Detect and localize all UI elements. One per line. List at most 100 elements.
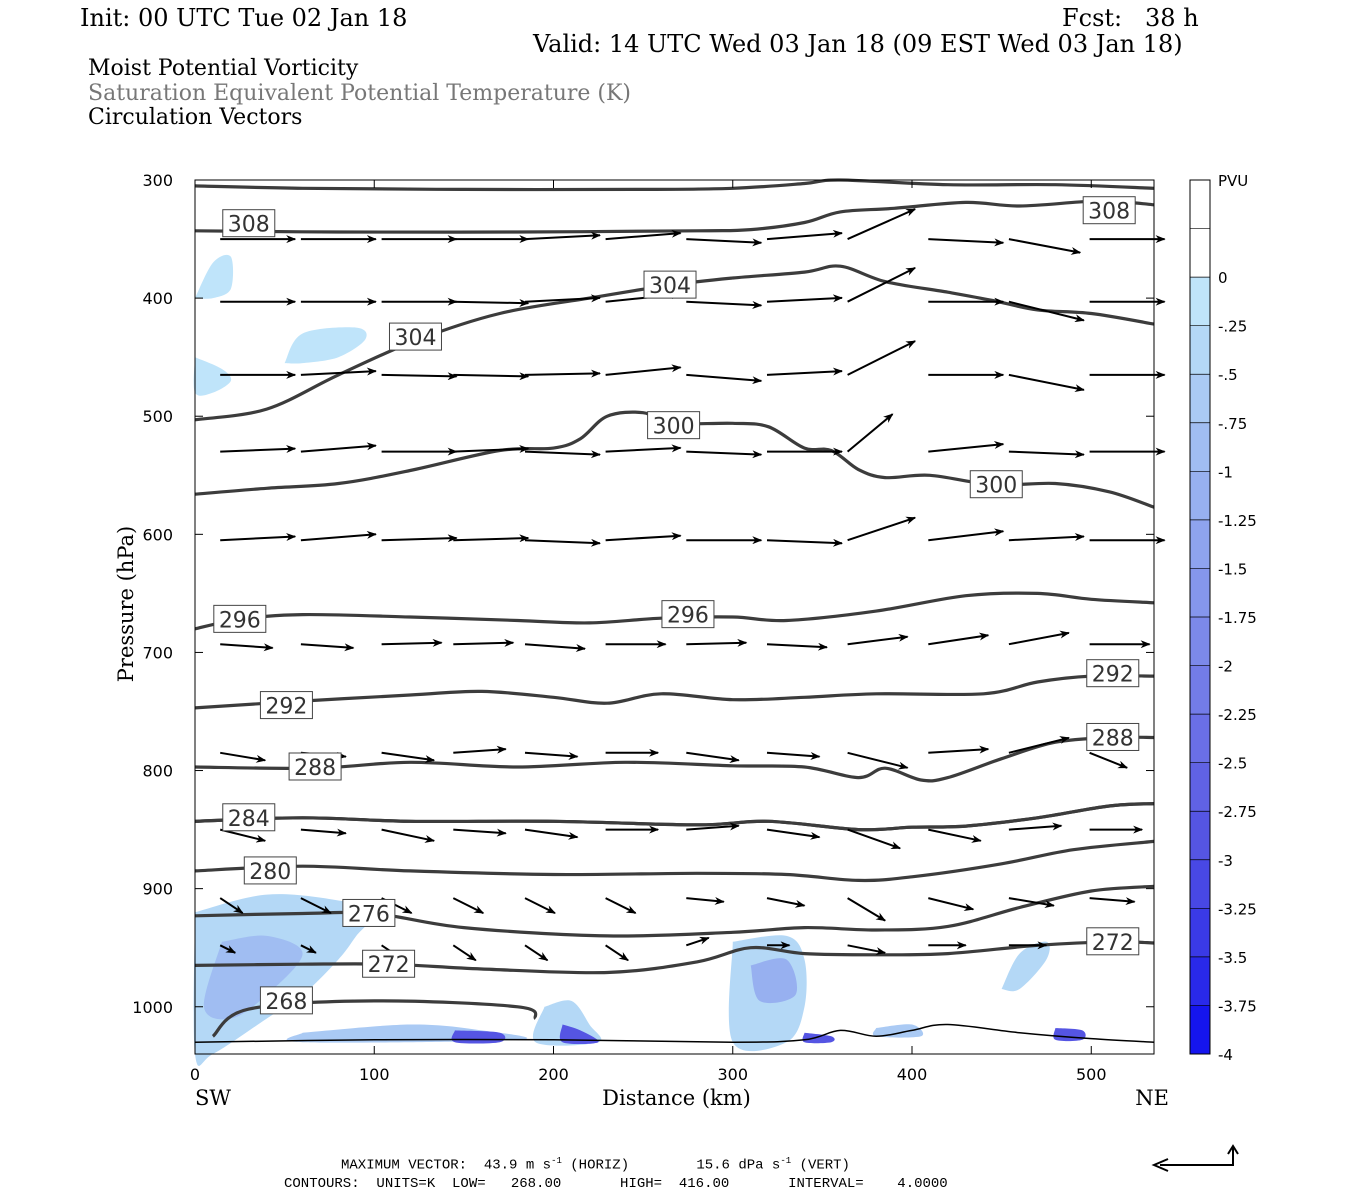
y-tick-label: 900 bbox=[142, 880, 173, 899]
contour-label: 308 bbox=[1088, 200, 1130, 225]
vector-arrow bbox=[1008, 736, 1070, 754]
vector-arrow bbox=[524, 828, 579, 840]
pv-shading bbox=[193, 254, 1086, 1066]
pv-patch bbox=[284, 327, 367, 364]
vector-arrow bbox=[847, 897, 886, 922]
colorbar-title: PVU bbox=[1218, 172, 1248, 190]
vector-arrow bbox=[1008, 822, 1063, 831]
vector-arrow bbox=[766, 229, 843, 241]
vector-arrow bbox=[524, 450, 601, 459]
colorbar-swatch bbox=[1190, 908, 1210, 958]
valid-time: Valid: 14 UTC Wed 03 Jan 18 (09 EST Wed … bbox=[533, 30, 1183, 58]
y-tick-label: 600 bbox=[142, 525, 173, 544]
vector-arrow bbox=[300, 643, 355, 652]
colorbar-label: -2.75 bbox=[1218, 803, 1257, 821]
vector-arrow bbox=[1008, 450, 1085, 459]
vector-arrow bbox=[1089, 751, 1129, 769]
colorbar-label: -3 bbox=[1218, 852, 1233, 870]
contour-label: 304 bbox=[649, 274, 691, 299]
contour-label-box bbox=[259, 986, 313, 1015]
vector-arrow bbox=[847, 828, 902, 850]
x-tick-label: 400 bbox=[897, 1065, 928, 1084]
vector-arrow bbox=[846, 413, 894, 453]
vector-arrow bbox=[686, 300, 763, 309]
contour-292 bbox=[194, 674, 1155, 710]
vector-arrow bbox=[1008, 630, 1070, 646]
vector-arrow bbox=[605, 897, 637, 914]
forecast-hour: Fcst: 38 h bbox=[1062, 4, 1199, 32]
vector-arrow bbox=[524, 751, 579, 760]
x-tick-label: 500 bbox=[1076, 1065, 1107, 1084]
vector-arrow bbox=[847, 267, 916, 303]
vector-arrow bbox=[524, 897, 556, 914]
vector-arrow bbox=[220, 444, 297, 453]
horiz-value: 43.9 m s bbox=[483, 1157, 552, 1174]
contour-label: 296 bbox=[219, 608, 261, 633]
theta-e-contours bbox=[194, 178, 1155, 1043]
colorbar-swatch bbox=[1190, 519, 1210, 569]
contour-label-box bbox=[259, 691, 313, 720]
vector-arrow bbox=[766, 897, 806, 908]
title-line-2: Saturation Equivalent Potential Temperat… bbox=[88, 81, 631, 106]
colorbar-label: -.25 bbox=[1218, 318, 1247, 336]
horiz-unit: (HORIZ) bbox=[570, 1157, 630, 1174]
max-vector-line: MAXIMUM VECTOR: 43.9 m s-1 (HORIZ) 15.6 … bbox=[341, 1157, 850, 1173]
vector-arrow bbox=[686, 450, 763, 459]
contour-label: 308 bbox=[228, 213, 270, 238]
vector-arrow bbox=[1089, 897, 1136, 906]
vector-arrow bbox=[766, 751, 821, 760]
vector-arrow bbox=[1008, 532, 1085, 542]
contour-label-box bbox=[388, 322, 442, 351]
vector-arrow bbox=[928, 745, 990, 754]
colorbar-swatch bbox=[1190, 714, 1210, 764]
colorbar-label: -3.75 bbox=[1218, 997, 1257, 1015]
contour-308 bbox=[194, 178, 1155, 192]
x-endpoint-sw: SW bbox=[195, 1086, 231, 1110]
contour-label: 272 bbox=[368, 953, 410, 978]
vector-arrow bbox=[300, 530, 377, 542]
vector-arrow bbox=[1008, 373, 1085, 393]
pv-patch bbox=[1053, 1028, 1086, 1042]
vector-arrow bbox=[847, 633, 909, 646]
vector-arrow bbox=[605, 444, 682, 453]
vector-arrow bbox=[219, 944, 237, 954]
vector-arrow bbox=[928, 632, 990, 646]
colorbar-label: -2 bbox=[1218, 658, 1233, 676]
contour-label: 276 bbox=[348, 902, 390, 927]
contour-label: 284 bbox=[228, 807, 270, 832]
ground-line bbox=[194, 1023, 1155, 1043]
title-line-3: Circulation Vectors bbox=[88, 105, 303, 130]
contour-label-box bbox=[342, 898, 396, 927]
contour-label: 296 bbox=[667, 604, 709, 629]
colorbar-swatch bbox=[1190, 665, 1210, 715]
pv-patch bbox=[203, 935, 303, 1020]
x-endpoint-ne: NE bbox=[1135, 1086, 1169, 1110]
vector-arrow bbox=[766, 367, 843, 376]
vector-arrow bbox=[686, 373, 763, 385]
colorbar-swatch bbox=[1190, 859, 1210, 909]
contour-268 bbox=[211, 999, 538, 1038]
vector-arrow bbox=[928, 238, 1005, 247]
y-tick-label: 1000 bbox=[132, 998, 173, 1017]
contour-308 bbox=[194, 199, 1155, 234]
pv-patch bbox=[872, 1024, 924, 1038]
vector-arrow bbox=[766, 828, 821, 840]
vector-arrow bbox=[220, 532, 297, 542]
colorbar-swatch bbox=[1190, 228, 1210, 278]
circulation-vectors bbox=[219, 208, 1166, 962]
vector-arrow bbox=[300, 442, 377, 453]
contour-304 bbox=[194, 264, 1155, 422]
max-vector-label: MAXIMUM VECTOR: bbox=[341, 1157, 468, 1174]
vector-arrow bbox=[1008, 238, 1082, 255]
vector-arrow bbox=[686, 751, 740, 763]
vector-arrow bbox=[524, 538, 601, 547]
contour-label: 288 bbox=[294, 756, 336, 781]
vector-arrow bbox=[300, 897, 332, 914]
vector-arrow bbox=[219, 828, 267, 843]
vector-arrow bbox=[766, 294, 843, 303]
contour-label-box bbox=[1086, 722, 1140, 751]
plot-border bbox=[194, 179, 1155, 1055]
contour-label: 292 bbox=[265, 695, 307, 720]
vector-arrow bbox=[686, 638, 748, 647]
contour-280 bbox=[194, 839, 1155, 883]
